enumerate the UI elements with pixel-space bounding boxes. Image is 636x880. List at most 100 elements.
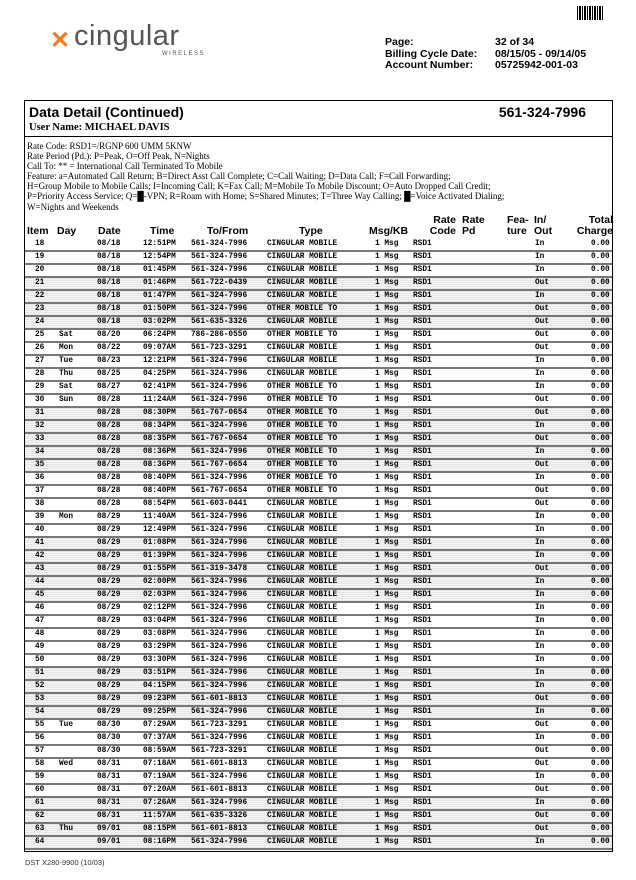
cell-charge: 0.00	[591, 656, 610, 664]
cell-msg: 1 Msg	[375, 266, 399, 274]
table-row: 37 08/28 08:40PM 561-767-0654 OTHER MOBILE T…	[25, 486, 612, 499]
cell-type: CINGULAR MOBILE	[267, 318, 338, 326]
cell-date: 08/18	[97, 253, 121, 261]
cell-time: 09:25PM	[143, 708, 176, 716]
cell-time: 08:59AM	[143, 747, 176, 755]
cell-time: 06:24PM	[143, 331, 176, 339]
cell-item: 47	[35, 617, 45, 625]
table-row: 27 Tue 08/23 12:21PM 561-324-7996 CINGULAR MO…	[25, 356, 612, 369]
cell-date: 08/29	[97, 682, 121, 690]
cell-ratecode: RSD1	[413, 721, 432, 729]
cell-item: 39	[35, 513, 45, 521]
table-row: 54 08/29 09:25PM 561-324-7996 CINGULAR MOBIL…	[25, 707, 612, 720]
col-feature: Fea- ture	[507, 214, 529, 237]
cell-tofrom: 561-324-7996	[191, 734, 248, 742]
table-row: 28 Thu 08/25 04:25PM 561-324-7996 CINGULAR MO…	[25, 369, 612, 382]
cell-charge: 0.00	[591, 513, 610, 521]
cell-ratecode: RSD1	[413, 500, 432, 508]
cell-date: 08/29	[97, 708, 121, 716]
cell-type: CINGULAR MOBILE	[267, 786, 338, 794]
cell-charge: 0.00	[591, 331, 610, 339]
cell-ratecode: RSD1	[413, 825, 432, 833]
cell-tofrom: 561-324-7996	[191, 773, 248, 781]
cell-msg: 1 Msg	[375, 617, 399, 625]
cell-type: CINGULAR MOBILE	[267, 344, 338, 352]
cell-date: 08/29	[97, 604, 121, 612]
cell-tofrom: 561-722-0439	[191, 279, 248, 287]
cell-inout: In	[535, 578, 545, 586]
cell-time: 07:26AM	[143, 799, 176, 807]
cell-inout: In	[535, 422, 545, 430]
cell-ratecode: RSD1	[413, 344, 432, 352]
cell-ratecode: RSD1	[413, 604, 432, 612]
cell-item: 41	[35, 539, 45, 547]
cell-charge: 0.00	[591, 630, 610, 638]
table-row: 20 08/18 01:45PM 561-324-7996 CINGULAR MOBIL…	[25, 265, 612, 278]
cell-item: 38	[35, 500, 45, 508]
table-row: 25 Sat 08/20 06:24PM 786-286-0550 OTHER MOBIL…	[25, 330, 612, 343]
cell-type: CINGULAR MOBILE	[267, 773, 338, 781]
cell-ratecode: RSD1	[413, 305, 432, 313]
cell-item: 43	[35, 565, 45, 573]
cell-inout: In	[535, 253, 545, 261]
section-phone: 561-324-7996	[498, 104, 586, 120]
cell-msg: 1 Msg	[375, 318, 399, 326]
cell-charge: 0.00	[591, 799, 610, 807]
table-row: 40 08/29 12:49PM 561-324-7996 CINGULAR MOBIL…	[25, 525, 612, 538]
cell-msg: 1 Msg	[375, 253, 399, 261]
cell-item: 46	[35, 604, 45, 612]
cell-charge: 0.00	[591, 266, 610, 274]
col-ratecode: Rate Code	[429, 214, 456, 237]
cell-day: Tue	[59, 721, 74, 729]
cell-date: 08/18	[97, 266, 121, 274]
cell-charge: 0.00	[591, 357, 610, 365]
cell-inout: In	[535, 838, 545, 846]
cell-date: 08/31	[97, 799, 121, 807]
cell-charge: 0.00	[591, 240, 610, 248]
cell-time: 07:19AM	[143, 773, 176, 781]
table-row: 29 Sat 08/27 02:41PM 561-324-7996 OTHER MOBIL…	[25, 382, 612, 395]
cell-msg: 1 Msg	[375, 565, 399, 573]
cell-tofrom: 561-601-8813	[191, 825, 248, 833]
cell-type: CINGULAR MOBILE	[267, 630, 338, 638]
cell-time: 11:24AM	[143, 396, 176, 404]
cell-inout: In	[535, 643, 545, 651]
cell-inout: Out	[535, 409, 550, 417]
cell-item: 26	[35, 344, 45, 352]
cell-tofrom: 561-324-7996	[191, 370, 248, 378]
cell-inout: Out	[535, 331, 550, 339]
cell-inout: In	[535, 669, 545, 677]
cell-date: 08/29	[97, 565, 121, 573]
cell-msg: 1 Msg	[375, 513, 399, 521]
cell-inout: Out	[535, 825, 550, 833]
cell-ratecode: RSD1	[413, 266, 432, 274]
table-row: 56 08/30 07:37AM 561-324-7996 CINGULAR MOBIL…	[25, 733, 612, 746]
cell-charge: 0.00	[591, 565, 610, 573]
cell-date: 08/20	[97, 331, 121, 339]
cell-item: 24	[35, 318, 45, 326]
cell-tofrom: 561-324-7996	[191, 240, 248, 248]
cell-ratecode: RSD1	[413, 318, 432, 326]
cell-time: 02:41PM	[143, 383, 176, 391]
cell-item: 61	[35, 799, 45, 807]
cell-time: 07:20AM	[143, 786, 176, 794]
cell-type: CINGULAR MOBILE	[267, 734, 338, 742]
table-row: 51 08/29 03:51PM 561-324-7996 CINGULAR MOBIL…	[25, 668, 612, 681]
cell-msg: 1 Msg	[375, 461, 399, 469]
cell-item: 49	[35, 643, 45, 651]
cell-ratecode: RSD1	[413, 760, 432, 768]
cell-msg: 1 Msg	[375, 747, 399, 755]
table-row: 26 Mon 08/22 09:07AM 561-723-3291 CINGULAR MO…	[25, 343, 612, 356]
legend-line: W=Nights and Weekends	[27, 201, 119, 212]
cell-msg: 1 Msg	[375, 669, 399, 677]
cell-type: OTHER MOBILE TO	[267, 396, 338, 404]
cell-msg: 1 Msg	[375, 838, 399, 846]
cell-ratecode: RSD1	[413, 435, 432, 443]
cell-date: 08/30	[97, 721, 121, 729]
cell-msg: 1 Msg	[375, 643, 399, 651]
cell-charge: 0.00	[591, 344, 610, 352]
cell-tofrom: 561-635-3326	[191, 812, 248, 820]
cell-date: 08/29	[97, 591, 121, 599]
cell-type: OTHER MOBILE TO	[267, 461, 338, 469]
cell-type: CINGULAR MOBILE	[267, 500, 338, 508]
